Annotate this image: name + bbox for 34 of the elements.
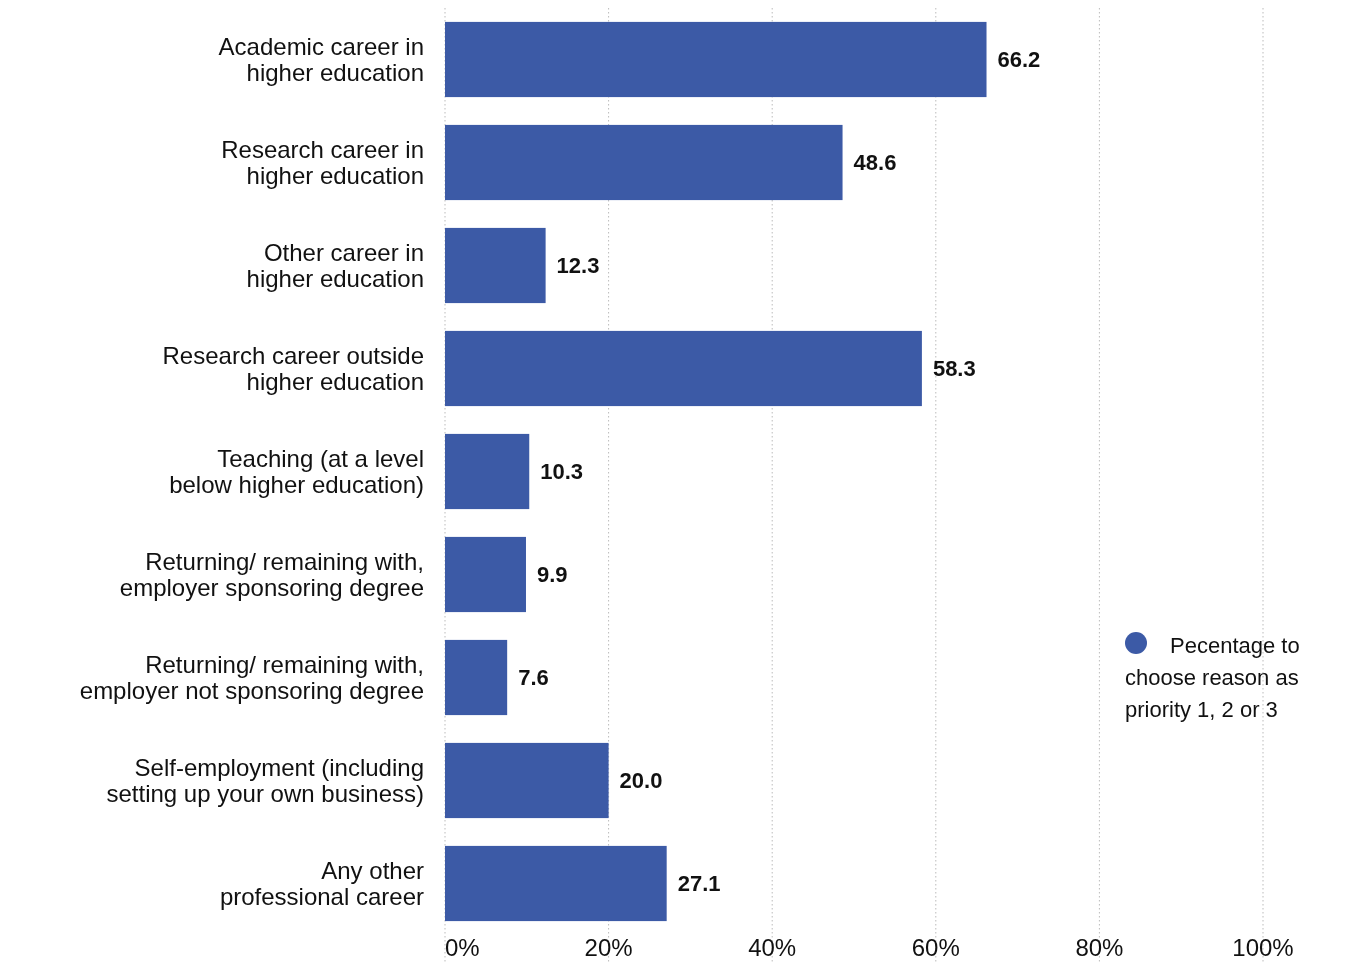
x-tick-label: 80% bbox=[1075, 934, 1124, 961]
text: 12.3 bbox=[556, 253, 600, 279]
y-tick-label: Returning/ remaining with, employer sponsoring degree bbox=[119, 547, 424, 602]
bar bbox=[445, 639, 508, 716]
text: 27.1 bbox=[677, 871, 721, 897]
bar bbox=[445, 124, 843, 201]
y-tick-label: Other career in higher education bbox=[246, 238, 424, 293]
x-tick-label: 40% bbox=[748, 934, 797, 961]
x-tick-label: 0% bbox=[445, 934, 480, 961]
text: 7.6 bbox=[518, 665, 549, 691]
y-tick-label: Any other professional career bbox=[219, 856, 424, 911]
bar bbox=[445, 330, 922, 407]
bar bbox=[445, 536, 526, 613]
text: 20.0 bbox=[619, 768, 663, 794]
y-tick-label: Research career in higher education bbox=[221, 135, 424, 190]
y-tick-label: Research career outside higher education bbox=[162, 341, 424, 396]
legend-label: Pecentage to choose reason as priority 1, 2 or 3 bbox=[1125, 633, 1300, 722]
x-tick-label: 60% bbox=[911, 934, 960, 961]
bar bbox=[445, 21, 987, 98]
text: 9.9 bbox=[536, 562, 568, 588]
text: 58.3 bbox=[932, 356, 976, 382]
text: 10.3 bbox=[540, 459, 584, 485]
bar bbox=[445, 433, 530, 510]
bar bbox=[445, 227, 546, 304]
y-tick-label: Self-employment (including setting up your own business) bbox=[106, 753, 424, 808]
bar bbox=[445, 845, 667, 922]
x-tick-label: 100% bbox=[1232, 934, 1294, 961]
x-tick-label: 20% bbox=[584, 934, 633, 961]
text: 66.2 bbox=[997, 47, 1041, 73]
y-tick-label: Teaching (at a level below higher education) bbox=[169, 444, 424, 499]
text: 48.6 bbox=[853, 150, 897, 176]
y-tick-label: Returning/ remaining with, employer not sponsoring degree bbox=[79, 650, 424, 705]
y-tick-label: Academic career in higher education bbox=[218, 32, 424, 87]
bar bbox=[445, 742, 609, 819]
